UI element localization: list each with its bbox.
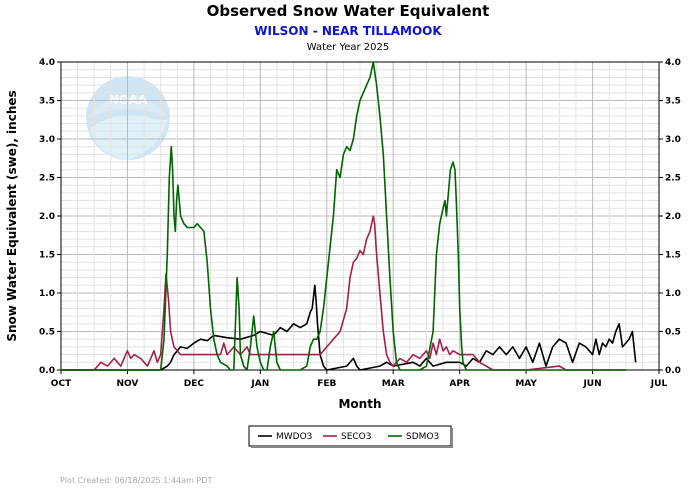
- legend-label-mwdo3: MWDO3: [276, 432, 312, 442]
- y-tick-label-right: 2.5: [665, 174, 681, 184]
- x-tick-label: JUN: [582, 379, 601, 389]
- series-line-mwdo3: [61, 284, 637, 371]
- legend-shadow: [251, 446, 453, 448]
- y-tick-label-right: 1.5: [665, 251, 681, 261]
- x-tick-label: OCT: [51, 379, 72, 389]
- y-tick-label-left: 0.5: [39, 328, 55, 338]
- x-tick-label: JUL: [650, 379, 668, 389]
- chart-subtitle: WILSON - NEAR TILLAMOOK: [254, 24, 442, 38]
- y-axis-right: 0.0 0.5 1.0 1.5 2.0 2.5 3.0 3.5 4.0: [659, 58, 681, 376]
- legend-shadow-side: [451, 428, 453, 448]
- legend-label-seco3: SECO3: [341, 432, 372, 442]
- x-axis-label: Month: [338, 397, 381, 411]
- x-tick-label: NOV: [116, 379, 138, 389]
- legend-label-sdmo3: SDMO3: [406, 432, 439, 442]
- y-tick-label-right: 3.0: [665, 135, 681, 145]
- y-tick-label-right: 0.0: [665, 366, 681, 376]
- y-axis-label: Snow Water Equivalent (swe), inches: [5, 90, 19, 341]
- chart-title: Observed Snow Water Equivalent: [207, 2, 490, 20]
- chart-water-year: Water Year 2025: [307, 42, 390, 53]
- x-tick-label: APR: [449, 379, 470, 389]
- series-layer: [61, 61, 637, 371]
- y-tick-label-right: 4.0: [665, 58, 681, 68]
- x-tick-label: FEB: [317, 379, 336, 389]
- y-tick-label-right: 3.5: [665, 97, 681, 107]
- y-tick-label-right: 0.5: [665, 328, 681, 338]
- y-tick-label-left: 2.0: [39, 212, 55, 222]
- plot-created-footer: Plot Created: 06/18/2025 1:44am PDT: [60, 476, 212, 485]
- y-axis-left: 0.0 0.5 1.0 1.5 2.0 2.5 3.0 3.5 4.0: [39, 58, 61, 376]
- y-tick-label-left: 3.0: [39, 135, 55, 145]
- y-tick-label-left: 2.5: [39, 174, 55, 184]
- plot-grid: [60, 61, 660, 371]
- y-tick-label-left: 1.5: [39, 251, 55, 261]
- x-tick-label: DEC: [184, 379, 205, 389]
- x-tick-label: MAY: [515, 379, 537, 389]
- y-tick-label-left: 1.0: [39, 289, 55, 299]
- x-axis: OCT NOV DEC JAN FEB MAR APR MAY JUN JUL: [51, 370, 668, 389]
- noaa-logo-watermark: NOAA: [86, 76, 170, 160]
- y-tick-label-left: 3.5: [39, 97, 55, 107]
- y-tick-label-left: 0.0: [39, 366, 55, 376]
- y-tick-label-right: 1.0: [665, 289, 681, 299]
- x-tick-label: MAR: [382, 379, 405, 389]
- series-line-seco3: [61, 215, 626, 371]
- y-tick-label-left: 4.0: [39, 58, 55, 68]
- legend: MWDO3 SECO3 SDMO3: [248, 425, 453, 448]
- y-tick-label-right: 2.0: [665, 212, 681, 222]
- x-tick-label: JAN: [250, 379, 269, 389]
- series-line-sdmo3: [61, 61, 626, 371]
